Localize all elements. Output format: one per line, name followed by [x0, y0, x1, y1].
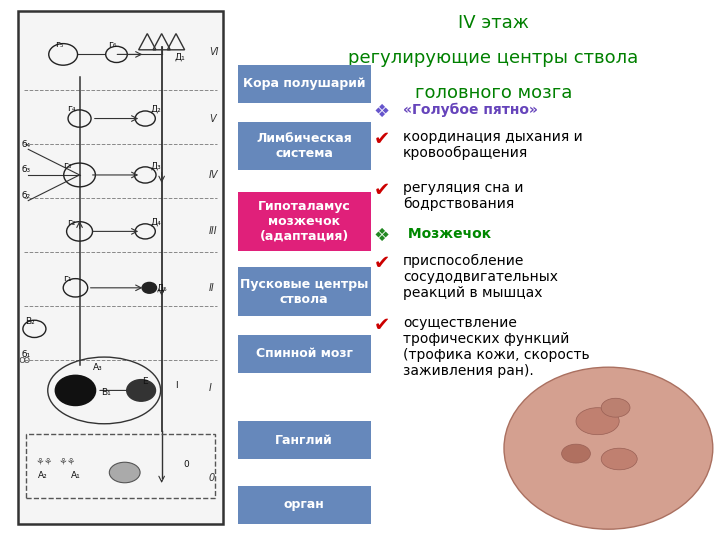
Text: Мозжечок: Мозжечок: [403, 227, 491, 241]
Text: VI: VI: [209, 47, 218, 57]
Text: приспособление
сосудодвигательных
реакций в мышцах: приспособление сосудодвигательных реакци…: [403, 254, 558, 300]
Ellipse shape: [109, 462, 140, 483]
Text: ✔: ✔: [374, 181, 390, 200]
Text: 0: 0: [209, 472, 215, 483]
Text: Е: Е: [143, 377, 148, 386]
Text: В₂: В₂: [25, 316, 35, 326]
FancyBboxPatch shape: [238, 192, 371, 251]
Text: II: II: [209, 283, 215, 293]
FancyBboxPatch shape: [18, 11, 223, 524]
Text: Д₂: Д₂: [150, 105, 161, 114]
Text: В₁: В₁: [102, 388, 111, 397]
FancyBboxPatch shape: [238, 335, 371, 373]
Ellipse shape: [562, 444, 590, 463]
Text: IV этаж: IV этаж: [458, 14, 528, 31]
Text: Д₄: Д₄: [150, 218, 161, 227]
FancyBboxPatch shape: [238, 65, 371, 103]
Text: координация дыхания и
кровообращения: координация дыхания и кровообращения: [403, 130, 583, 160]
Text: 0: 0: [184, 460, 189, 469]
Text: А₂: А₂: [37, 470, 48, 480]
Ellipse shape: [504, 367, 713, 529]
Text: Д₃: Д₃: [150, 161, 161, 170]
Text: орган: орган: [284, 498, 325, 511]
Text: V: V: [209, 113, 215, 124]
Text: Д₅: Д₅: [156, 284, 167, 292]
Text: регулирующие центры ствола: регулирующие центры ствола: [348, 49, 639, 66]
Text: ✔: ✔: [374, 316, 390, 335]
Ellipse shape: [576, 408, 619, 435]
Text: ⚘⚘: ⚘⚘: [36, 457, 53, 467]
Text: Гипоталамус
мозжечок
(адаптация): Гипоталамус мозжечок (адаптация): [258, 200, 351, 243]
Text: I: I: [209, 383, 212, 393]
FancyBboxPatch shape: [238, 122, 371, 170]
Ellipse shape: [601, 448, 637, 470]
Text: осуществление
трофических функций
(трофика кожи, скорость
заживления ран).: осуществление трофических функций (трофи…: [403, 316, 590, 379]
Text: б₄: б₄: [22, 140, 31, 149]
Text: ⚘⚘: ⚘⚘: [58, 457, 76, 467]
Ellipse shape: [601, 399, 630, 417]
Circle shape: [142, 282, 156, 293]
FancyBboxPatch shape: [238, 267, 371, 316]
Text: I: I: [175, 381, 177, 390]
Text: г₆: г₆: [108, 39, 117, 49]
Text: ❖: ❖: [374, 227, 390, 245]
Text: III: III: [209, 226, 217, 237]
Text: Лимбическая
система: Лимбическая система: [256, 132, 352, 160]
Text: IV: IV: [209, 170, 218, 180]
Text: головного мозга: головного мозга: [415, 84, 572, 102]
Circle shape: [127, 380, 156, 401]
Text: ✔: ✔: [374, 254, 390, 273]
Text: Пусковые центры
ствола: Пусковые центры ствола: [240, 278, 369, 306]
Text: ✔: ✔: [374, 130, 390, 148]
Text: Ганглий: Ганглий: [275, 434, 333, 447]
Circle shape: [55, 375, 96, 406]
Text: А₁: А₁: [71, 470, 81, 480]
Text: Спинной мозг: Спинной мозг: [256, 347, 353, 360]
FancyBboxPatch shape: [238, 486, 371, 524]
Text: А₃: А₃: [93, 363, 103, 372]
Text: «Голубое пятно»: «Голубое пятно»: [403, 103, 538, 117]
Text: регуляция сна и
бодрствования: регуляция сна и бодрствования: [403, 181, 523, 211]
Text: б₁: б₁: [22, 350, 31, 359]
Text: Кора полушарий: Кора полушарий: [243, 77, 366, 90]
Text: г₅: г₅: [55, 39, 63, 49]
Text: г₃: г₃: [63, 161, 71, 170]
Text: Д₁: Д₁: [175, 52, 186, 62]
FancyBboxPatch shape: [238, 421, 371, 459]
Text: ꝏ: ꝏ: [19, 355, 30, 365]
Text: ❖: ❖: [374, 103, 390, 120]
Text: б₂: б₂: [22, 191, 31, 200]
Text: б₃: б₃: [22, 165, 31, 174]
Text: г₄: г₄: [67, 104, 76, 113]
Text: г₁: г₁: [63, 274, 71, 283]
Text: г₂: г₂: [67, 218, 76, 227]
